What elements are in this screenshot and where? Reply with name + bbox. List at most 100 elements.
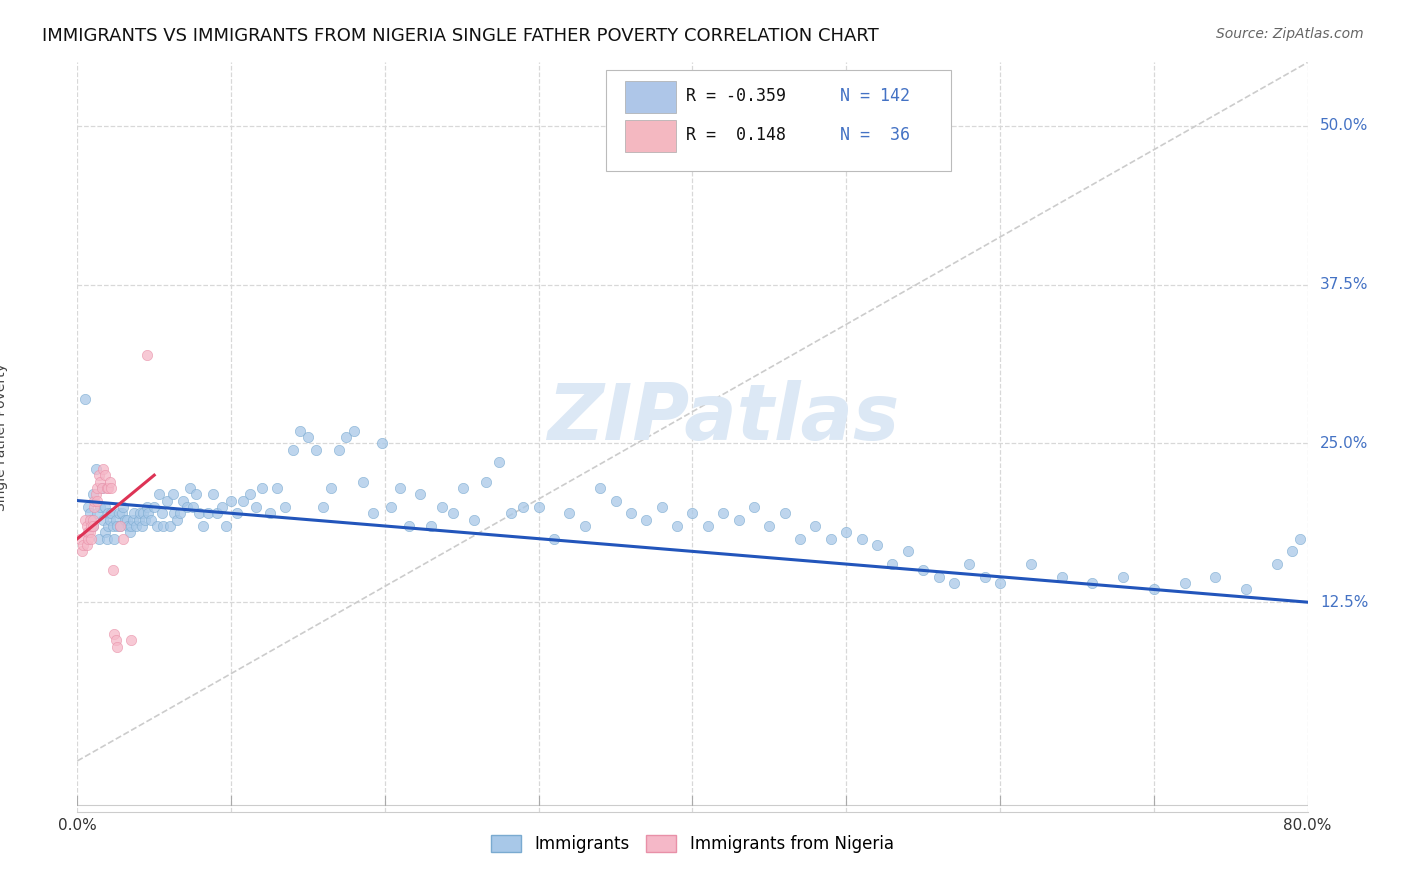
Point — [163, 506, 186, 520]
Point — [711, 506, 734, 520]
Point — [988, 576, 1011, 591]
Point — [1081, 576, 1104, 591]
Point — [148, 487, 170, 501]
Point — [83, 500, 105, 514]
Point — [77, 525, 100, 540]
Point — [79, 506, 101, 520]
Point — [69, 532, 91, 546]
Point — [453, 481, 475, 495]
Point — [352, 475, 374, 489]
Point — [80, 519, 103, 533]
Point — [82, 487, 104, 501]
Point — [193, 519, 215, 533]
Point — [132, 506, 155, 520]
Point — [1050, 570, 1073, 584]
Point — [115, 513, 138, 527]
Point — [76, 538, 98, 552]
Point — [93, 462, 115, 476]
Point — [79, 513, 101, 527]
Point — [361, 506, 384, 520]
Point — [73, 513, 96, 527]
Point — [290, 424, 312, 438]
Point — [789, 532, 811, 546]
Point — [636, 513, 658, 527]
Point — [312, 500, 335, 514]
Point — [245, 500, 267, 514]
Point — [1281, 544, 1303, 558]
Point — [128, 513, 150, 527]
Point — [131, 519, 153, 533]
Point — [103, 627, 125, 641]
Point — [851, 532, 873, 546]
Point — [114, 513, 136, 527]
Point — [143, 500, 166, 514]
Point — [96, 532, 118, 546]
Point — [758, 519, 780, 533]
Point — [112, 532, 135, 546]
Point — [319, 481, 342, 495]
Point — [96, 481, 118, 495]
Point — [82, 519, 104, 533]
Point — [207, 506, 229, 520]
Point — [83, 493, 105, 508]
Text: R = -0.359: R = -0.359 — [686, 87, 786, 105]
Point — [666, 519, 689, 533]
Point — [118, 525, 141, 540]
Point — [105, 640, 128, 654]
Point — [250, 481, 273, 495]
FancyBboxPatch shape — [606, 70, 950, 171]
Point — [371, 436, 394, 450]
Point — [215, 519, 238, 533]
Point — [97, 481, 120, 495]
Point — [820, 532, 842, 546]
Point — [1234, 582, 1257, 597]
Point — [211, 500, 233, 514]
Point — [89, 500, 111, 514]
Point — [499, 506, 522, 520]
Point — [605, 493, 627, 508]
Point — [696, 519, 718, 533]
Point — [420, 519, 443, 533]
Point — [155, 493, 177, 508]
Text: IMMIGRANTS VS IMMIGRANTS FROM NIGERIA SINGLE FATHER POVERTY CORRELATION CHART: IMMIGRANTS VS IMMIGRANTS FROM NIGERIA SI… — [42, 27, 879, 45]
Point — [727, 513, 749, 527]
Point — [104, 633, 127, 648]
Text: 37.5%: 37.5% — [1320, 277, 1368, 293]
Point — [558, 506, 581, 520]
Point — [475, 475, 498, 489]
Point — [87, 468, 110, 483]
Point — [125, 519, 148, 533]
Point — [973, 570, 995, 584]
Point — [73, 392, 96, 406]
Point — [159, 519, 181, 533]
Point — [398, 519, 420, 533]
Point — [100, 481, 122, 495]
Point — [104, 513, 127, 527]
Text: Source: ZipAtlas.com: Source: ZipAtlas.com — [1216, 27, 1364, 41]
Point — [94, 500, 117, 514]
Point — [380, 500, 402, 514]
Point — [239, 487, 262, 501]
Point — [835, 525, 858, 540]
Point — [187, 506, 209, 520]
Point — [110, 519, 132, 533]
Point — [77, 500, 100, 514]
Point — [162, 487, 184, 501]
Point — [150, 506, 173, 520]
Point — [90, 481, 114, 495]
Point — [105, 519, 128, 533]
Point — [79, 525, 101, 540]
Point — [135, 347, 157, 361]
Point — [866, 538, 889, 552]
Point — [94, 468, 117, 483]
Point — [100, 506, 122, 520]
Point — [89, 475, 111, 489]
Point — [86, 493, 108, 508]
Point — [120, 633, 142, 648]
Point — [527, 500, 550, 514]
Text: 0.0%: 0.0% — [58, 818, 97, 833]
Point — [682, 506, 704, 520]
Text: Single Father Poverty: Single Father Poverty — [0, 363, 8, 511]
Point — [84, 487, 107, 501]
Point — [259, 506, 281, 520]
